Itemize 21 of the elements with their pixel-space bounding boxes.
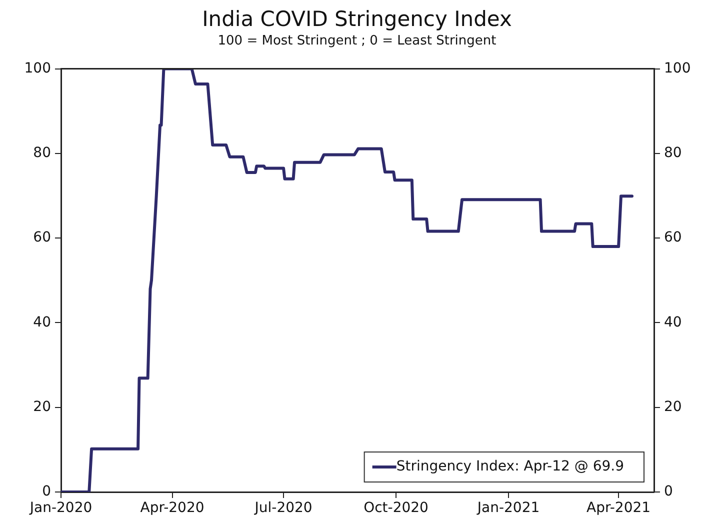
y-tick-label: 0 — [42, 484, 51, 500]
y-tick-label: 20 — [33, 399, 51, 415]
y-tick-label: 80 — [33, 145, 51, 162]
y2-tick-label: 80 — [664, 145, 682, 162]
legend-label: Stringency Index: Apr-12 @ 69.9 — [396, 458, 624, 475]
x-tick-label: Apr-2020 — [140, 500, 204, 516]
x-tick-label: Apr-2021 — [586, 500, 651, 516]
x-tick-label: Jan-2020 — [28, 500, 92, 516]
y2-tick-label: 100 — [664, 60, 691, 76]
y2-tick-label: 60 — [664, 230, 682, 246]
y2-tick-label: 0 — [664, 484, 673, 500]
y2-tick-label: 40 — [664, 314, 682, 330]
y-tick-label: 60 — [33, 230, 51, 246]
chart-subtitle: 100 = Most Stringent ; 0 = Least Stringent — [218, 33, 496, 48]
chart-title: India COVID Stringency Index — [202, 7, 512, 32]
x-tick-label: Oct-2020 — [364, 500, 428, 516]
y-tick-label: 40 — [33, 314, 51, 330]
y2-tick-label: 20 — [664, 399, 682, 415]
x-tick-label: Jan-2021 — [476, 500, 540, 516]
x-tick-label: Jul-2020 — [254, 500, 312, 516]
y-tick-label: 100 — [24, 60, 51, 76]
